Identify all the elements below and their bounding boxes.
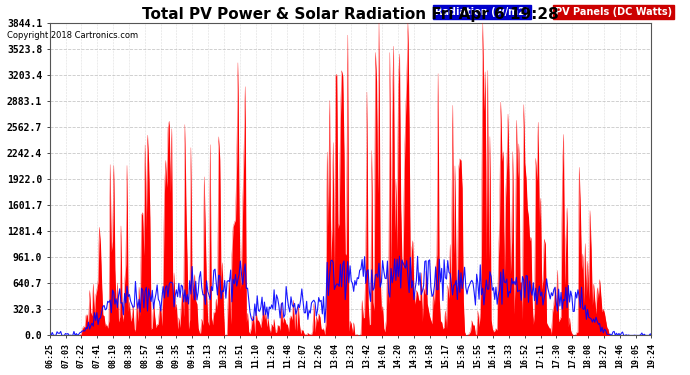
Text: PV Panels (DC Watts): PV Panels (DC Watts) bbox=[555, 7, 672, 17]
Text: Copyright 2018 Cartronics.com: Copyright 2018 Cartronics.com bbox=[7, 30, 138, 39]
Text: Radiation (w/m2): Radiation (w/m2) bbox=[435, 7, 529, 17]
Title: Total PV Power & Solar Radiation Fri Apr 6 19:28: Total PV Power & Solar Radiation Fri Apr… bbox=[142, 7, 559, 22]
